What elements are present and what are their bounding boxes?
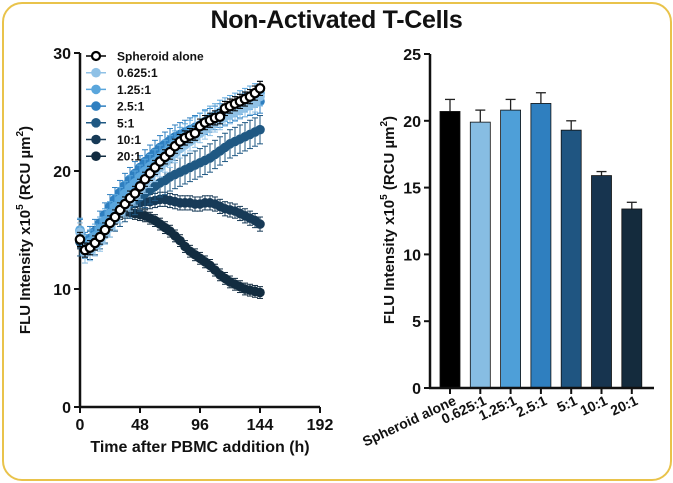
x-tick-label: 2.5:1 (513, 392, 549, 420)
legend-label: 5:1 (117, 116, 135, 130)
data-point (255, 124, 265, 135)
bar (560, 129, 582, 389)
y-tick-label: 10 (53, 282, 71, 299)
data-point (254, 83, 266, 94)
data-point (255, 287, 265, 298)
x-tick-label: 5:1 (554, 392, 579, 415)
y-tick-label: 30 (53, 46, 71, 63)
y-tick-label: 20 (403, 114, 421, 131)
bar (530, 103, 552, 389)
legend-marker (91, 84, 101, 95)
legend-label: 10:1 (117, 133, 141, 147)
legend-marker (91, 151, 101, 161)
y-tick-label: 0 (62, 400, 71, 417)
series-spheroid-alone (74, 80, 266, 258)
line-chart: 0 10 20 30 0 48 96 144 192 Time after PBMC additi… (15, 46, 333, 456)
x-tick-label: 96 (191, 417, 209, 434)
y-tick-label: 10 (403, 247, 421, 264)
figure-title: Non-Activated T-Cells (210, 6, 463, 34)
x-axis-label: Time after PBMC addition (h) (90, 439, 309, 456)
bar (621, 208, 643, 389)
legend-label: 2.5:1 (117, 100, 145, 114)
data-point (255, 219, 265, 229)
x-tick-label: 0 (76, 417, 85, 434)
bar (591, 175, 612, 389)
data-point (189, 127, 201, 139)
legend-marker (90, 50, 102, 62)
x-tick-label: 20:1 (608, 392, 640, 418)
x-tick-label: 192 (307, 417, 334, 434)
data-point (134, 181, 146, 192)
legend-label: 1.25:1 (117, 83, 151, 97)
y-tick-label: 15 (403, 181, 421, 198)
legend-marker (91, 101, 101, 111)
legend-marker (91, 67, 101, 78)
legend-marker (91, 134, 101, 145)
y-axis-label: FLU Intensity x105 (RCU µm2) (379, 116, 398, 324)
bar (439, 111, 461, 389)
data-point (94, 231, 106, 243)
y-tick-label: 5 (412, 314, 421, 331)
x-tick-label: 48 (131, 417, 149, 434)
legend-label: 0.625:1 (117, 66, 158, 80)
y-axis-label: FLU Intensity x105 (RCU µm2) (15, 126, 34, 334)
data-point (74, 234, 86, 245)
bar (500, 109, 522, 389)
x-tick-label: 10:1 (578, 392, 610, 418)
legend-marker (91, 118, 101, 128)
data-point (99, 224, 111, 236)
legend-label: 20:1 (117, 150, 141, 164)
bar (469, 121, 491, 389)
y-tick-label: 25 (403, 47, 421, 64)
legend: Spheroid alone 0.625:1 1.25:1 2.5:1 5:1 10:1 2… (86, 50, 204, 164)
data-point (129, 188, 141, 199)
data-point (109, 211, 121, 223)
y-tick-label: 0 (412, 381, 421, 398)
y-tick-label: 20 (53, 164, 71, 181)
data-point (214, 111, 226, 123)
legend-label: Spheroid alone (117, 50, 204, 64)
x-tick-label: 144 (247, 417, 274, 434)
